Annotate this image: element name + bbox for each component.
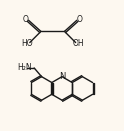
Text: O: O <box>23 15 29 24</box>
Text: N: N <box>59 72 65 81</box>
Text: OH: OH <box>73 39 85 48</box>
Text: HO: HO <box>21 39 32 48</box>
Text: O: O <box>77 15 83 24</box>
Text: H₂N: H₂N <box>17 63 31 72</box>
